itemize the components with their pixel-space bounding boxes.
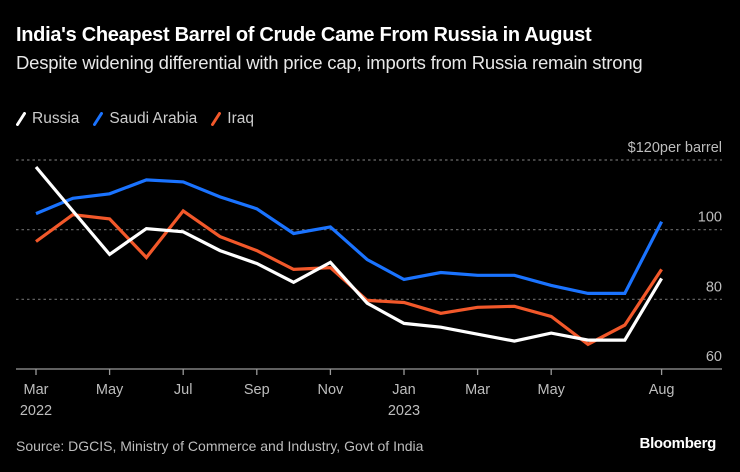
source-note: Source: DGCIS, Ministry of Commerce and … xyxy=(16,438,424,454)
chart-subtitle: Despite widening differential with price… xyxy=(16,52,643,73)
series-lines xyxy=(34,165,664,347)
legend-swatch-saudi-arabia-icon xyxy=(93,112,104,126)
legend-swatch-iraq-icon xyxy=(211,112,222,126)
legend-swatch-russia-icon xyxy=(16,112,26,126)
x-tick-label: Sep xyxy=(244,382,270,398)
legend-label-saudi-arabia: Saudi Arabia xyxy=(109,110,198,127)
y-tick-label-120: $120per barrel xyxy=(628,140,722,156)
series-line-russia xyxy=(34,165,663,343)
bloomberg-logo: Bloomberg xyxy=(639,435,717,452)
x-tick-label: Jan xyxy=(392,382,415,398)
x-tick-label: May xyxy=(537,382,565,398)
legend-label-iraq: Iraq xyxy=(227,110,255,127)
legend-item-iraq: Iraq xyxy=(211,110,254,128)
y-tick-label-80: 80 xyxy=(706,279,722,295)
y-axis-labels: $120per barrel 100 80 60 xyxy=(628,140,722,365)
x-tick-label: May xyxy=(96,382,124,398)
x-tick-label: Jul xyxy=(174,382,193,398)
x-tick-label: Mar xyxy=(465,382,490,398)
x-tick-year-label: 2023 xyxy=(388,403,420,419)
series-line-iraq xyxy=(35,208,663,347)
x-tick-label: Aug xyxy=(649,382,675,398)
x-tick-label: Mar xyxy=(24,382,49,398)
y-tick-label-60: 60 xyxy=(706,349,722,365)
series-line-saudi-arabia xyxy=(35,178,664,295)
legend: Russia Saudi Arabia Iraq xyxy=(16,110,254,128)
legend-item-saudi-arabia: Saudi Arabia xyxy=(93,110,197,128)
x-axis: Mar 2022 May Jul Sep Nov Jan 2023 Mar May Aug xyxy=(16,368,722,419)
x-tick-label: Nov xyxy=(318,382,345,398)
y-tick-label-100: 100 xyxy=(698,210,722,226)
chart-title: India's Cheapest Barrel of Crude Came Fr… xyxy=(16,24,592,46)
legend-label-russia: Russia xyxy=(32,110,80,127)
legend-item-russia: Russia xyxy=(16,110,79,128)
x-tick-year-label: 2022 xyxy=(20,403,52,419)
